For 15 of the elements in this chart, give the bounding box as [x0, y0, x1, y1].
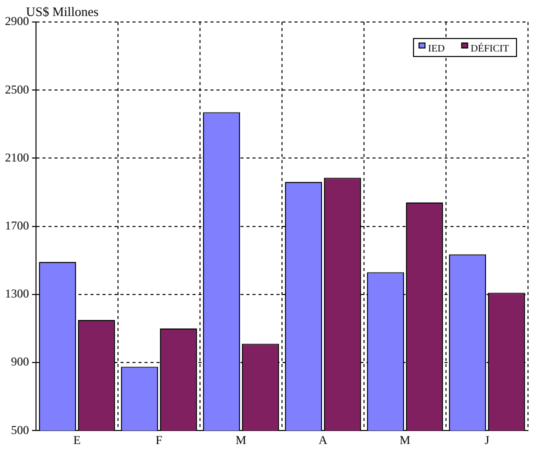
legend-label: DÉFICIT [470, 42, 510, 55]
x-tick-label: M [236, 432, 247, 447]
legend-label: IED [428, 44, 445, 55]
x-tick-label: M [400, 432, 411, 447]
y-tick-label: 900 [11, 354, 29, 369]
y-tick-label: 2500 [5, 82, 29, 96]
x-tick-label: E [73, 432, 81, 447]
y-tick-label: 2100 [5, 150, 29, 164]
y-tick-label: 1300 [5, 286, 29, 301]
y-tick-label: 1700 [5, 218, 29, 232]
y-tick-label: 500 [11, 422, 29, 437]
y-tick-label: 2900 [5, 14, 29, 28]
x-tick-label: J [484, 432, 490, 447]
x-tick-label: A [318, 432, 328, 447]
x-tick-label: F [156, 432, 163, 447]
